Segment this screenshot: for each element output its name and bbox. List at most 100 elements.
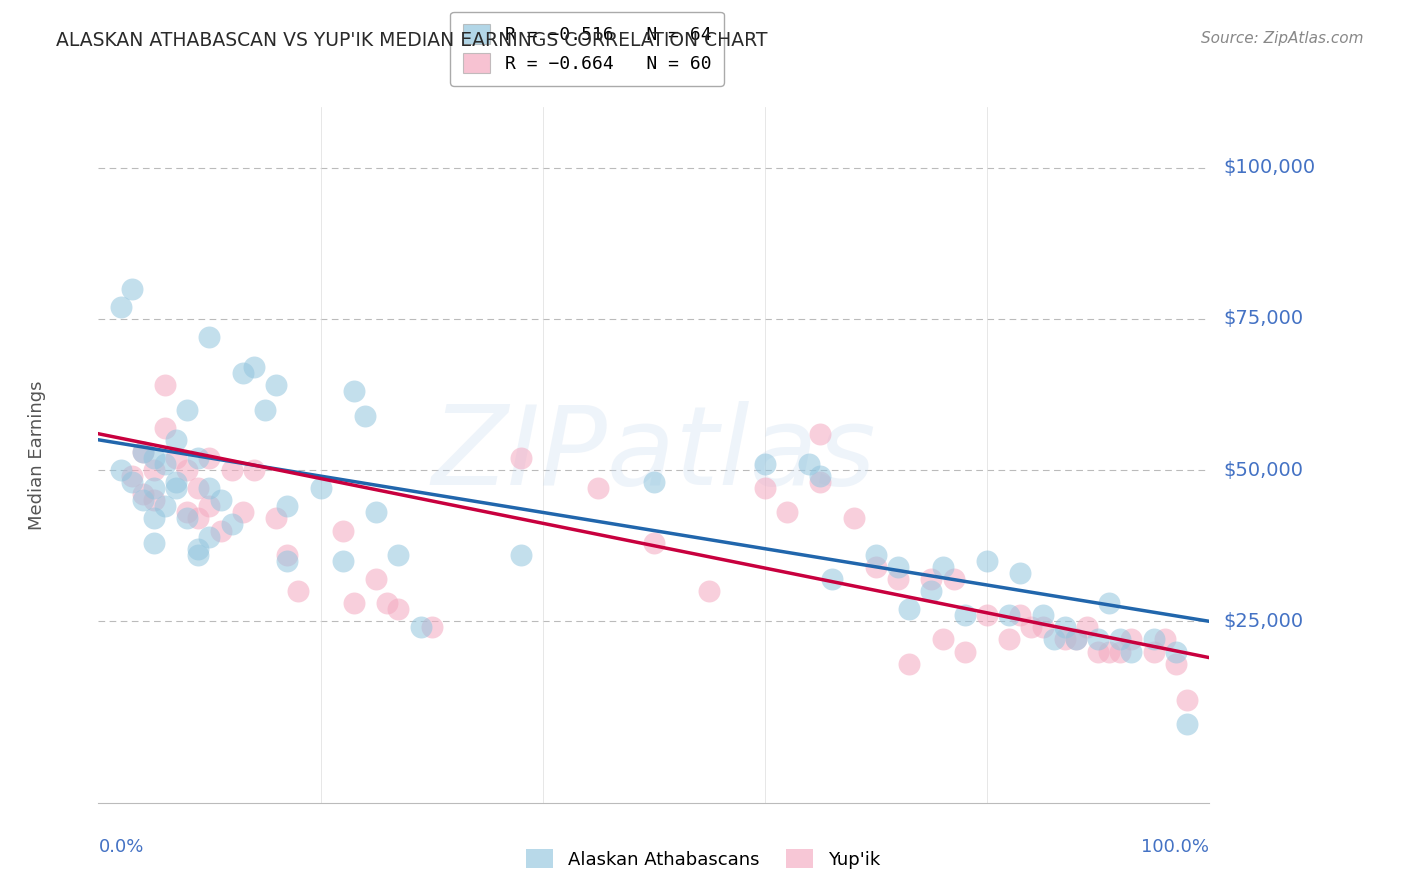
Point: [898, 657, 921, 671]
Point: [953, 644, 976, 658]
Point: [865, 559, 887, 574]
Point: [1076, 620, 1098, 634]
Point: [232, 366, 254, 380]
Point: [1143, 632, 1166, 647]
Point: [198, 481, 221, 495]
Point: [143, 493, 166, 508]
Point: [143, 511, 166, 525]
Point: [343, 384, 366, 399]
Point: [366, 572, 388, 586]
Point: [375, 596, 398, 610]
Point: [153, 457, 176, 471]
Point: [232, 505, 254, 519]
Text: $75,000: $75,000: [1223, 310, 1303, 328]
Point: [754, 457, 776, 471]
Point: [799, 457, 821, 471]
Point: [153, 378, 176, 392]
Point: [998, 608, 1021, 623]
Point: [387, 602, 409, 616]
Point: [643, 535, 665, 549]
Point: [976, 554, 998, 568]
Text: 100.0%: 100.0%: [1142, 838, 1209, 855]
Text: $100,000: $100,000: [1223, 158, 1315, 177]
Point: [588, 481, 610, 495]
Point: [187, 481, 209, 495]
Point: [420, 620, 443, 634]
Point: [309, 481, 332, 495]
Point: [1032, 608, 1054, 623]
Point: [176, 511, 198, 525]
Point: [198, 330, 221, 344]
Point: [132, 445, 155, 459]
Point: [264, 511, 287, 525]
Point: [898, 602, 921, 616]
Point: [1109, 632, 1132, 647]
Point: [143, 463, 166, 477]
Point: [921, 572, 943, 586]
Point: [921, 584, 943, 599]
Point: [110, 300, 132, 314]
Point: [931, 559, 953, 574]
Point: [998, 632, 1021, 647]
Point: [1064, 632, 1087, 647]
Point: [1109, 644, 1132, 658]
Point: [264, 378, 287, 392]
Point: [1087, 632, 1109, 647]
Point: [1064, 632, 1087, 647]
Point: [1032, 620, 1054, 634]
Point: [953, 608, 976, 623]
Point: [221, 463, 243, 477]
Text: ALASKAN ATHABASCAN VS YUP'IK MEDIAN EARNINGS CORRELATION CHART: ALASKAN ATHABASCAN VS YUP'IK MEDIAN EARN…: [56, 31, 768, 50]
Point: [1010, 608, 1032, 623]
Point: [1098, 596, 1121, 610]
Point: [287, 584, 309, 599]
Text: Source: ZipAtlas.com: Source: ZipAtlas.com: [1201, 31, 1364, 46]
Point: [198, 500, 221, 514]
Point: [1175, 717, 1198, 731]
Point: [643, 475, 665, 490]
Text: $50,000: $50,000: [1223, 460, 1303, 480]
Point: [754, 481, 776, 495]
Point: [1087, 644, 1109, 658]
Point: [1175, 693, 1198, 707]
Point: [1153, 632, 1175, 647]
Point: [243, 463, 266, 477]
Point: [187, 450, 209, 465]
Point: [176, 463, 198, 477]
Point: [253, 402, 276, 417]
Text: 0.0%: 0.0%: [98, 838, 143, 855]
Point: [976, 608, 998, 623]
Point: [110, 463, 132, 477]
Point: [509, 450, 531, 465]
Point: [1042, 632, 1064, 647]
Point: [354, 409, 377, 423]
Point: [132, 445, 155, 459]
Point: [276, 500, 298, 514]
Point: [176, 402, 198, 417]
Point: [776, 505, 799, 519]
Point: [121, 475, 143, 490]
Point: [198, 450, 221, 465]
Point: [176, 505, 198, 519]
Point: [132, 487, 155, 501]
Point: [187, 541, 209, 556]
Point: [165, 475, 187, 490]
Point: [810, 475, 832, 490]
Legend: R = −0.516   N = 64, R = −0.664   N = 60: R = −0.516 N = 64, R = −0.664 N = 60: [450, 12, 724, 86]
Point: [1010, 566, 1032, 580]
Point: [343, 596, 366, 610]
Point: [1143, 644, 1166, 658]
Text: ZIPatlas: ZIPatlas: [432, 401, 876, 508]
Point: [1121, 632, 1143, 647]
Text: Median Earnings: Median Earnings: [28, 380, 46, 530]
Point: [243, 360, 266, 375]
Point: [153, 420, 176, 434]
Point: [1164, 657, 1187, 671]
Point: [1121, 644, 1143, 658]
Point: [887, 559, 910, 574]
Point: [887, 572, 910, 586]
Point: [810, 426, 832, 441]
Point: [187, 548, 209, 562]
Point: [198, 530, 221, 544]
Point: [1053, 632, 1076, 647]
